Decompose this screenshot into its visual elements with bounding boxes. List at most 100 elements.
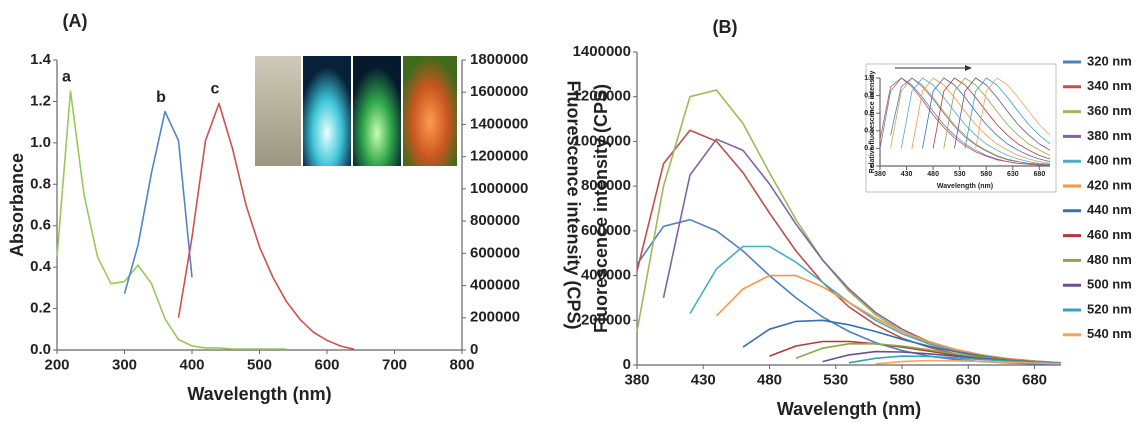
series-line — [177, 102, 355, 350]
y-axis-label: Relative fluorescence intensity — [869, 71, 876, 174]
x-tick-label: 380 — [874, 171, 886, 178]
y-tick-label: 0.2 — [30, 300, 51, 317]
y-tick-label: 0.2 — [864, 145, 874, 152]
y-tick-label: 1.0 — [864, 75, 874, 82]
x-tick-label: 630 — [1007, 171, 1019, 178]
y-tick-label: 0.6 — [864, 110, 874, 117]
y-tick-label: 1.2 — [30, 92, 51, 109]
series-line — [56, 90, 287, 350]
x-tick-label: 680 — [1022, 371, 1047, 388]
y2-tick-label: 1800000 — [470, 51, 528, 68]
legend-label: 460 nm — [1087, 227, 1132, 242]
y-tick-label: 1000000 — [573, 132, 631, 149]
y2-tick-label: 400000 — [470, 277, 520, 294]
y-axis-label: Absorbance — [7, 153, 27, 257]
x-tick-label: 530 — [823, 371, 848, 388]
y2-tick-label: 1600000 — [470, 83, 528, 100]
x-tick-label: 800 — [449, 356, 474, 373]
x-tick-label: 480 — [757, 371, 782, 388]
series-line — [964, 77, 1051, 149]
legend-label: 520 nm — [1087, 301, 1132, 316]
x-tick-label: 580 — [980, 171, 992, 178]
series-line — [900, 77, 1051, 165]
y-tick-label: 0.8 — [864, 92, 874, 99]
y-tick-label: 1.4 — [30, 51, 52, 68]
series-line — [932, 77, 1051, 160]
series-line — [890, 77, 1051, 166]
legend-label: 500 nm — [1087, 277, 1132, 292]
y2-tick-label: 1200000 — [470, 148, 528, 165]
y-tick-label: 0.0 — [30, 341, 51, 358]
y2-tick-label: 1400000 — [470, 115, 528, 132]
y-tick-label: 1.0 — [30, 134, 51, 151]
series-line — [715, 274, 1062, 364]
series-line — [911, 77, 1051, 164]
y2-tick-label: 200000 — [470, 309, 520, 326]
series-line — [954, 77, 1051, 151]
arrow-head — [965, 65, 972, 71]
series-label: c — [211, 81, 220, 98]
y-tick-label: 1400000 — [573, 43, 631, 60]
vial-photo — [403, 56, 457, 166]
x-tick-label: 300 — [112, 356, 137, 373]
legend-label: 380 nm — [1087, 128, 1132, 143]
series-line — [879, 77, 1050, 166]
x-axis-label: Wavelength (nm) — [777, 399, 921, 419]
chart-title: (A) — [63, 11, 88, 31]
y2-tick-label: 800000 — [470, 212, 520, 229]
y2-tick-label: 600000 — [470, 244, 520, 261]
x-axis-label: Wavelength (nm) — [187, 384, 331, 404]
x-tick-label: 380 — [624, 371, 649, 388]
y2-axis-label: Fluorescence intensity (CPS) — [563, 80, 583, 329]
x-tick-label: 680 — [1034, 171, 1046, 178]
x-axis-label: Wavelength (nm) — [937, 183, 993, 190]
x-tick-label: 400 — [179, 356, 204, 373]
x-tick-label: 630 — [956, 371, 981, 388]
y2-tick-label: 1000000 — [470, 180, 528, 197]
legend-label: 400 nm — [1087, 153, 1132, 168]
legend-label: 440 nm — [1087, 202, 1132, 217]
y-tick-label: 200000 — [581, 311, 631, 328]
vial-photo — [255, 56, 301, 166]
x-tick-label: 430 — [901, 171, 913, 178]
photo-inset — [255, 56, 457, 166]
y-tick-label: 0 — [870, 163, 874, 170]
inset-frame — [865, 63, 1057, 193]
y-tick-label: 0.8 — [30, 175, 51, 192]
legend-label: 540 nm — [1087, 326, 1132, 341]
x-tick-label: 580 — [889, 371, 914, 388]
x-tick-label: 600 — [314, 356, 339, 373]
vial-photo — [353, 56, 401, 166]
series-line — [123, 110, 193, 294]
x-tick-label: 430 — [691, 371, 716, 388]
vial-photo — [303, 56, 351, 166]
y-axis-label: Fluorescence intensity (CPS) — [591, 84, 611, 333]
y-tick-label: 1200000 — [573, 88, 631, 105]
legend-label: 420 nm — [1087, 177, 1132, 192]
x-tick-label: 700 — [382, 356, 407, 373]
y-tick-label: 0.6 — [30, 217, 51, 234]
x-tick-label: 200 — [44, 356, 69, 373]
x-tick-label: 500 — [247, 356, 272, 373]
y2-tick-label: 0 — [470, 341, 478, 358]
series-line — [875, 359, 1062, 365]
legend-label: 320 nm — [1087, 53, 1132, 68]
series-line — [975, 77, 1051, 149]
x-tick-label: 530 — [954, 171, 966, 178]
series-line — [943, 77, 1051, 156]
series-label: a — [62, 68, 71, 85]
y-tick-label: 600000 — [581, 222, 631, 239]
y-tick-label: 800000 — [581, 177, 631, 194]
legend-label: 480 nm — [1087, 252, 1132, 267]
legend-label: 360 nm — [1087, 103, 1132, 118]
series-line — [848, 355, 1062, 365]
y-tick-label: 0.4 — [30, 258, 52, 275]
legend-label: 340 nm — [1087, 78, 1132, 93]
y-tick-label: 400000 — [581, 267, 631, 284]
chart-title: (B) — [713, 17, 738, 37]
series-line — [922, 77, 1051, 162]
x-tick-label: 480 — [927, 171, 939, 178]
y-tick-label: 0 — [623, 356, 631, 373]
y-tick-label: 0.4 — [864, 128, 874, 135]
